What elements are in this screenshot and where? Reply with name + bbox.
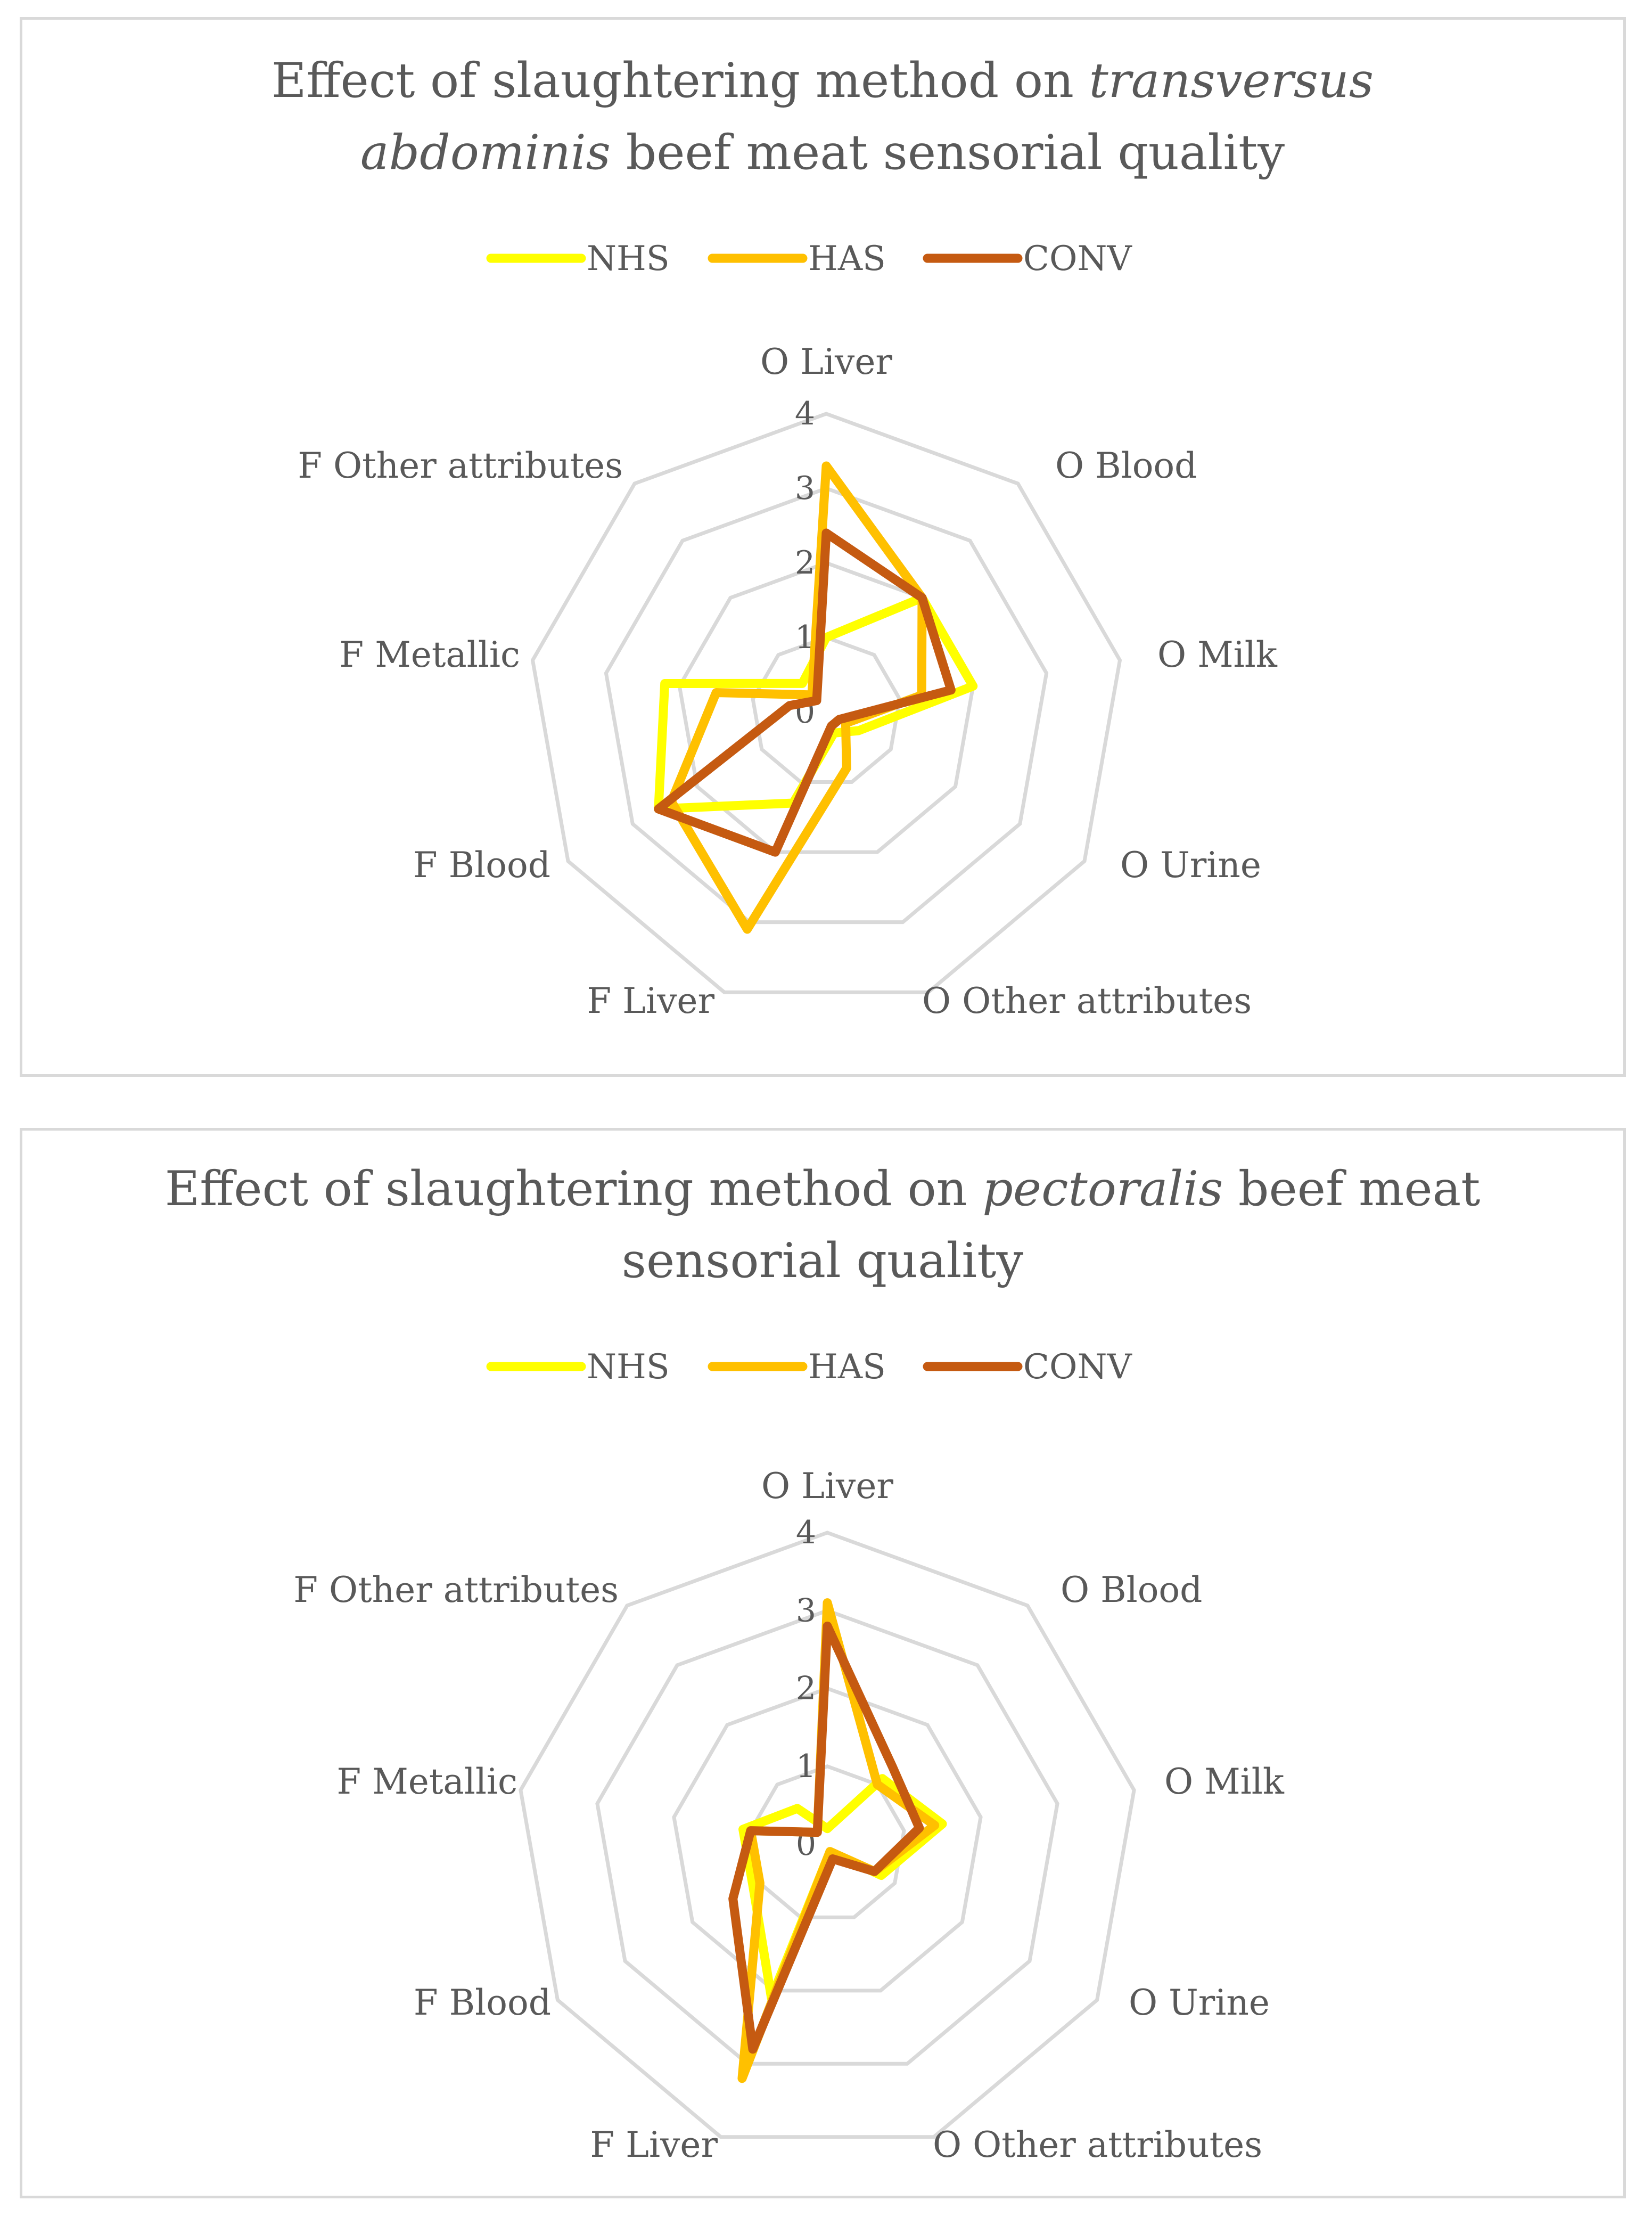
- category-label: F Metallic: [336, 1761, 517, 1802]
- radial-tick-label: 2: [796, 1670, 816, 1707]
- radial-tick-label: 3: [795, 470, 815, 507]
- radial-tick-label: 4: [796, 1514, 816, 1551]
- chart-title-segment: Effect of slaughtering method on: [272, 53, 1089, 109]
- category-label: O Urine: [1129, 1982, 1270, 2023]
- legend-label-nhs: NHS: [587, 239, 670, 279]
- chart-title-line: Effect of slaughtering method on transve…: [272, 53, 1374, 109]
- category-label: F Other attributes: [298, 445, 623, 486]
- chart-title-segment: transversus: [1089, 53, 1374, 109]
- radar-chart-pectoralis: Effect of slaughtering method on pectora…: [165, 1161, 1481, 2165]
- chart-title-line: sensorial quality: [622, 1233, 1024, 1289]
- category-label: O Urine: [1120, 845, 1261, 886]
- radial-tick-label: 4: [795, 395, 815, 432]
- legend-label-has: HAS: [808, 239, 886, 279]
- chart-panel-transversus: Effect of slaughtering method on transve…: [20, 17, 1626, 1077]
- grid-ring-3: [595, 1608, 1059, 2066]
- category-label: O Blood: [1055, 445, 1197, 486]
- chart-title-segment: pectoralis: [982, 1161, 1223, 1217]
- grid-ring-2: [672, 1686, 983, 1993]
- category-label: F Other attributes: [293, 1569, 619, 1610]
- legend-label-has: HAS: [808, 1347, 886, 1387]
- category-label: O Liver: [761, 1466, 893, 1507]
- series-line-conv: [654, 528, 956, 857]
- category-label: F Liver: [587, 980, 714, 1021]
- grid-ring-3: [604, 486, 1049, 925]
- category-label: O Blood: [1061, 1569, 1202, 1610]
- grid-ring-4: [530, 412, 1122, 994]
- grid-ring-1: [749, 1764, 906, 1919]
- chart-panel-pectoralis: Effect of slaughtering method on pectora…: [20, 1128, 1626, 2198]
- grid-ring-1: [751, 635, 902, 784]
- radial-tick-label: 2: [795, 544, 815, 582]
- category-label: O Milk: [1164, 1761, 1285, 1802]
- category-label: F Blood: [413, 845, 550, 886]
- chart-title-segment: beef meat sensorial quality: [611, 125, 1285, 181]
- chart-title-segment: Effect of slaughtering method on: [165, 1161, 983, 1217]
- series-line-has: [667, 461, 927, 934]
- radial-tick-label: 1: [796, 1748, 816, 1785]
- legend-label-nhs: NHS: [587, 1347, 670, 1387]
- category-label: F Metallic: [339, 634, 520, 675]
- series-line-conv: [728, 1622, 924, 2054]
- category-label: O Liver: [760, 341, 892, 382]
- legend-label-conv: CONV: [1023, 239, 1132, 279]
- radial-tick-label: 3: [796, 1592, 816, 1629]
- radar-chart-transversus: Effect of slaughtering method on transve…: [272, 53, 1374, 1021]
- grid-ring-4: [519, 1531, 1136, 2139]
- chart-title-segment: sensorial quality: [622, 1233, 1024, 1289]
- chart-title-segment: beef meat: [1223, 1161, 1480, 1217]
- category-label: O Other attributes: [933, 2124, 1262, 2165]
- category-label: O Other attributes: [922, 980, 1252, 1021]
- chart-title-line: Effect of slaughtering method on pectora…: [165, 1161, 1481, 1217]
- legend-label-conv: CONV: [1023, 1347, 1132, 1387]
- category-label: O Milk: [1157, 634, 1278, 675]
- category-label: F Liver: [590, 2124, 718, 2165]
- chart-title-line: abdominis beef meat sensorial quality: [360, 125, 1285, 181]
- chart-title-segment: abdominis: [360, 125, 611, 181]
- category-label: F Blood: [414, 1982, 551, 2023]
